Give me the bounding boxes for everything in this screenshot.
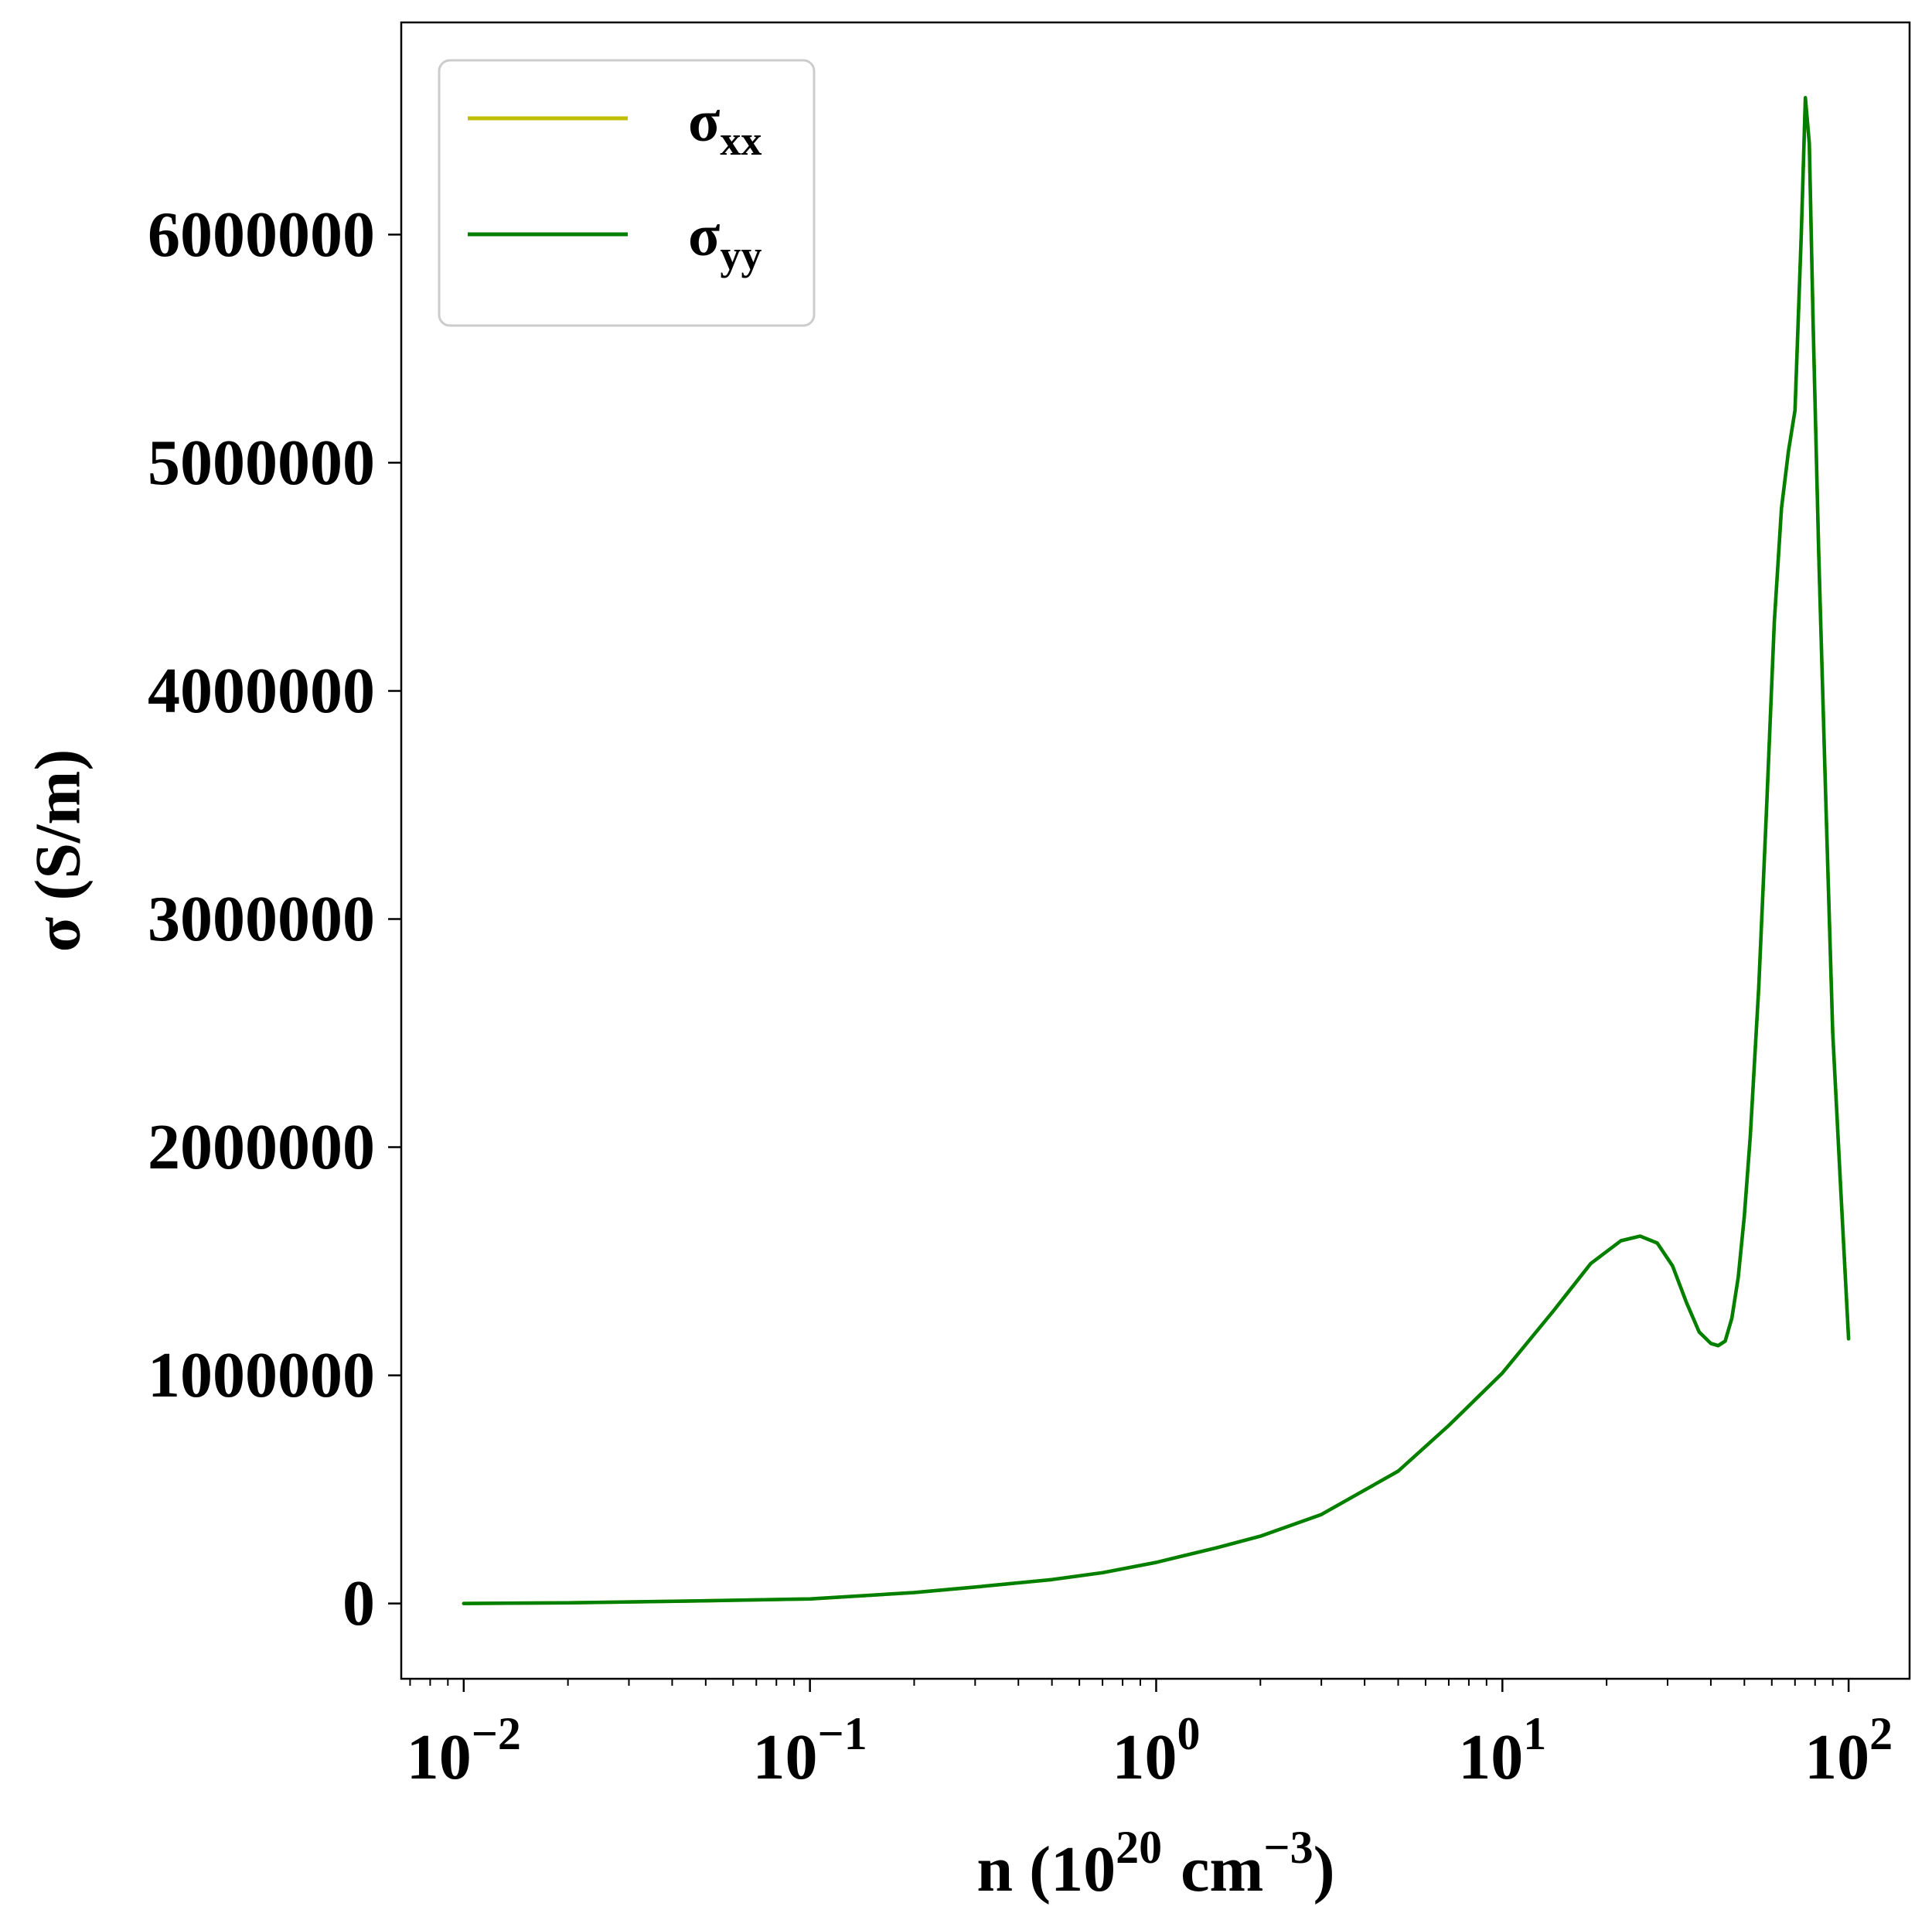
x-axis-label-main: n (10 <box>976 1833 1116 1905</box>
x-tick-label-base: 10 <box>407 1721 472 1793</box>
legend-box <box>438 59 816 327</box>
x-axis-label: n (1020 cm−3) <box>976 1822 1334 1905</box>
y-tick-label: 6000000 <box>148 199 375 271</box>
x-tick-label: 102 <box>1804 1708 1893 1793</box>
legend-label-sigma-xx-subscript: xx <box>720 118 762 164</box>
y-axis-label: σ (S/m) <box>22 749 94 953</box>
x-tick-label-base: 10 <box>753 1721 818 1793</box>
x-axis-label-close: ) <box>1314 1833 1335 1905</box>
legend-label-sigma-yy: σyy <box>688 203 762 278</box>
x-axis-label-unit-exponent: −3 <box>1263 1822 1313 1873</box>
legend-label-sigma-yy-symbol: σ <box>688 203 720 268</box>
x-tick-label-exponent: 2 <box>1869 1708 1893 1759</box>
x-tick-label-base: 10 <box>1112 1721 1177 1793</box>
x-tick-label-exponent: 1 <box>1523 1708 1546 1759</box>
series-line-yy <box>462 96 1851 1605</box>
x-tick-label-base: 10 <box>1458 1721 1523 1793</box>
legend-label-sigma-yy-subscript: yy <box>720 232 762 278</box>
x-axis-label-unit: cm <box>1181 1833 1263 1905</box>
legend-label-sigma-xx-symbol: σ <box>688 89 720 154</box>
y-tick-label: 0 <box>342 1567 375 1639</box>
legend: σxx σyy <box>438 59 816 327</box>
y-tick-label: 4000000 <box>148 655 375 727</box>
y-axis: 0 1000000 2000000 3000000 4000000 5000000 6000… <box>148 199 401 1639</box>
x-tick-label: 10−1 <box>753 1708 867 1793</box>
x-axis-label-exponent: 20 <box>1116 1822 1162 1873</box>
x-tick-label-base: 10 <box>1804 1721 1869 1793</box>
x-axis: 10−2 10−1 100 101 102 <box>407 1679 1893 1793</box>
y-tick-label: 5000000 <box>148 427 375 499</box>
y-tick-label: 3000000 <box>148 883 375 955</box>
x-tick-label-exponent: 0 <box>1177 1708 1200 1759</box>
x-tick-label: 101 <box>1458 1708 1546 1793</box>
y-tick-label: 1000000 <box>148 1339 375 1411</box>
x-tick-label-exponent: −2 <box>472 1708 521 1759</box>
x-tick-label: 10−2 <box>407 1708 521 1793</box>
x-tick-label: 100 <box>1112 1708 1200 1793</box>
series-lines <box>462 96 1851 1605</box>
y-tick-label: 2000000 <box>148 1111 375 1183</box>
legend-label-sigma-xx: σxx <box>688 89 762 164</box>
x-tick-label-exponent: −1 <box>818 1708 867 1759</box>
